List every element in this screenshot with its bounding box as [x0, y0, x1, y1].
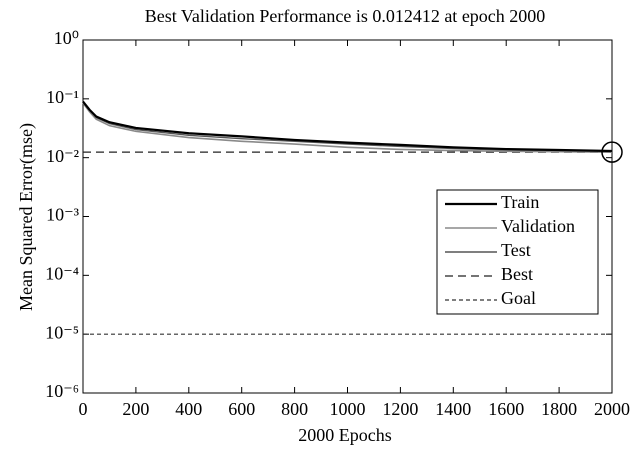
best-marker	[601, 141, 623, 163]
x-tick-label: 1600	[488, 399, 524, 419]
x-tick-label: 1000	[330, 399, 366, 419]
x-tick-label: 200	[122, 399, 149, 419]
y-tick-label: 10⁻²	[46, 146, 79, 166]
x-tick-label: 1800	[541, 399, 577, 419]
series-line	[82, 100, 613, 153]
series-line	[82, 102, 613, 153]
x-tick-label: 600	[228, 399, 255, 419]
legend-label: Test	[501, 240, 531, 260]
x-tick-label: 800	[281, 399, 308, 419]
x-tick-label: 1200	[382, 399, 418, 419]
legend-label: Validation	[501, 216, 575, 236]
x-tick-label: 1400	[435, 399, 471, 419]
y-tick-label: 10⁰	[54, 28, 79, 48]
y-axis-label: Mean Squared Error(mse)	[16, 123, 37, 311]
x-tick-label: 0	[79, 399, 88, 419]
legend-label: Goal	[501, 288, 536, 308]
chart-title: Best Validation Performance is 0.012412 …	[145, 6, 546, 26]
x-tick-label: 400	[175, 399, 202, 419]
y-tick-label: 10⁻¹	[46, 87, 79, 107]
x-tick-label: 2000	[594, 399, 630, 419]
y-tick-label: 10⁻⁵	[45, 322, 79, 342]
x-axis-label: 2000 Epochs	[298, 425, 392, 445]
legend-label: Best	[501, 264, 533, 284]
y-tick-label: 10⁻⁴	[45, 263, 79, 283]
legend-label: Train	[501, 192, 539, 212]
y-tick-label: 10⁻⁶	[45, 381, 79, 401]
y-tick-label: 10⁻³	[46, 205, 80, 225]
